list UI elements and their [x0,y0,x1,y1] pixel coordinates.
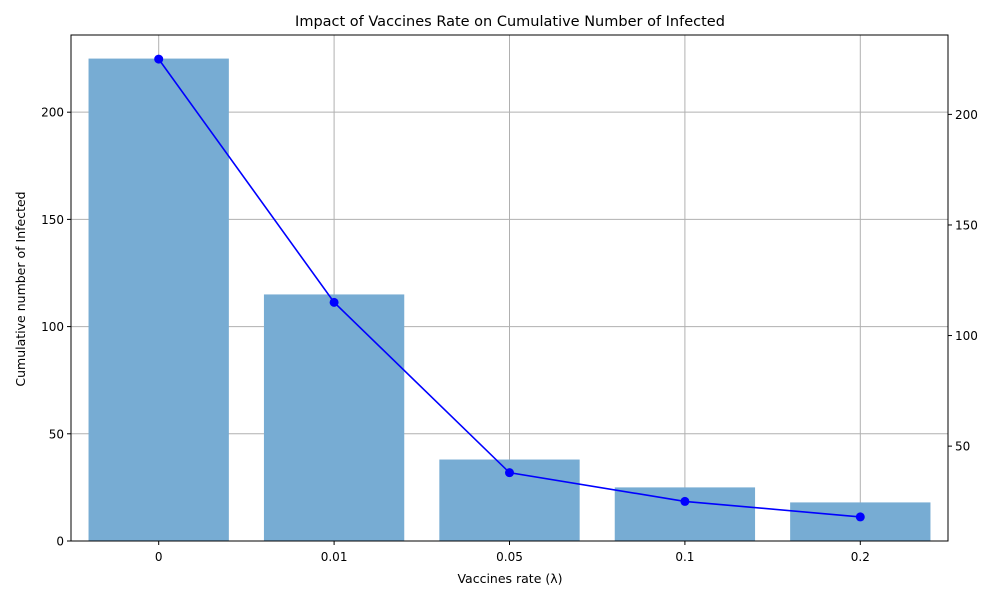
x-axis-label: Vaccines rate (λ) [457,571,562,586]
y-right-tick-label: 200 [955,108,978,122]
line-point-1 [329,297,339,307]
x-tick-label-4: 0.2 [851,550,870,564]
x-tick-label-1: 0.01 [321,550,348,564]
bars [88,58,931,541]
y-left-tick-label: 150 [41,213,64,227]
x-axis: 0 0.01 0.05 0.1 0.2 [155,541,870,564]
y-axis-left: 0 50 100 150 200 [41,106,71,549]
y-right-tick-label: 100 [955,329,978,343]
y-axis-label: Cumulative number of Infected [13,191,28,386]
line-series [154,54,865,522]
x-tick-label-0: 0 [155,550,163,564]
line-point-0 [154,54,164,64]
bar-0 [88,58,229,541]
y-left-tick-label: 0 [56,535,64,549]
y-right-tick-label: 50 [955,440,970,454]
x-tick-label-3: 0.1 [675,550,694,564]
line-point-2 [505,468,514,478]
y-left-tick-label: 50 [49,427,64,441]
x-tick-label-2: 0.05 [496,550,523,564]
chart-title: Impact of Vaccines Rate on Cumulative Nu… [295,14,725,30]
bar-3 [614,487,756,541]
line-point-4 [855,512,865,522]
y-right-tick-label: 150 [955,218,978,232]
bar-4 [790,502,931,541]
y-left-tick-label: 200 [41,106,64,120]
line-point-3 [680,496,690,506]
y-axis-right: 50 100 150 200 [948,108,978,454]
bar-1 [263,294,405,541]
y-left-tick-label: 100 [41,320,64,334]
